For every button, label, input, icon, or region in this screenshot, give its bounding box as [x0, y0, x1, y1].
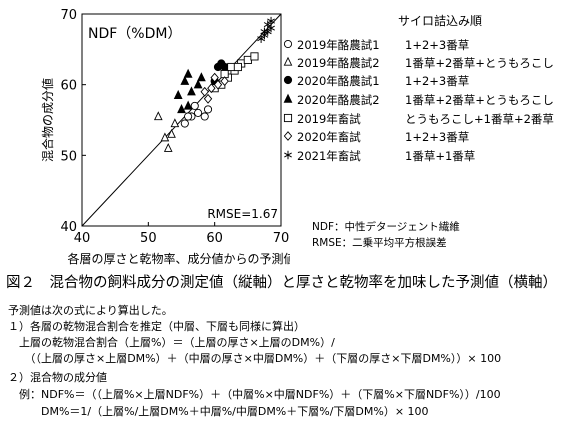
y-tick-label: 70	[60, 8, 77, 23]
legend-fill-order: 1番草+2番草+とうもろこし	[405, 56, 554, 70]
body-line-1: 予測値は次の式により算出した。	[8, 304, 173, 317]
legend-marker	[283, 56, 293, 66]
x-tick-label: 40	[74, 231, 91, 246]
figure-caption: 図２ 混合物の飼料成分の測定値（縦軸）と厚さと乾物率を加味した予測値（横軸）	[6, 275, 557, 291]
y-tick-label: 60	[60, 79, 77, 94]
data-point-open-circle	[200, 112, 209, 121]
data-point-asterisk	[267, 23, 275, 33]
data-point-asterisk	[260, 27, 269, 36]
legend-title: サイロ詰込み順	[398, 14, 483, 28]
data-point-open-diamond	[203, 93, 213, 104]
legend-item: 2021年畜試 1番草+1番草	[282, 148, 475, 165]
data-point-open-circle	[194, 108, 203, 117]
data-point-open-square	[250, 52, 259, 61]
data-point-filled-triangle	[187, 86, 196, 96]
legend-item: 2019年酪農試2 1番草+2番草+とうもろこし	[282, 55, 554, 72]
data-point-asterisk	[257, 34, 266, 43]
figure: 40 50 60 70 40 50 60 70 各層の厚さと乾物率、成分値からの予測値 混合物の成…	[40, 8, 554, 266]
legend-fill-order: とうもろこし+1番草+2番草	[405, 112, 554, 126]
scatter-plot: 40 50 60 70 40 50 60 70 各層の厚さと乾物率、成分値からの予測値 混合物の成…	[40, 8, 290, 266]
data-point-open-diamond	[207, 83, 216, 94]
x-tick-label: 70	[273, 231, 290, 246]
legend-item: 2019年畜試 とうもろこし+1番草+2番草	[282, 111, 554, 128]
data-point-open-circle	[203, 105, 213, 114]
legend-item: 2019年酪農試1 1+2+3番草	[282, 37, 469, 54]
legend-fill-order: 1番草+1番草	[405, 149, 476, 163]
legend-marker-open-diamond	[283, 131, 293, 141]
legend-marker	[283, 131, 293, 141]
data-point-filled-triangle	[173, 89, 183, 99]
body-line-6: 例：NDF%＝（（上層%×上層NDF%）＋（中層%×中層NDF%）＋（下層%×下…	[8, 388, 501, 401]
plot-frame	[81, 13, 282, 227]
body-line-5: ２）混合物の成分値	[8, 371, 107, 384]
data-point-filled-triangle	[183, 100, 193, 110]
legend-series-name: 2019年酪農試1	[297, 38, 380, 52]
legend-marker	[283, 93, 293, 103]
legend-item: 2020年酪農試2 1番草+2番草+とうもろこし	[282, 92, 554, 109]
legend-series-name: 2020年酪農試1	[297, 74, 380, 88]
data-point-asterisk	[263, 20, 272, 29]
data-point-open-triangle	[167, 128, 176, 138]
note-rmse: RMSE：二乗平均平方根誤差	[312, 237, 447, 249]
legend-marker-open-circle	[283, 39, 293, 49]
data-point-open-diamond	[213, 79, 223, 90]
data-point-filled-circle	[220, 62, 229, 72]
body-line-2: １）各層の乾物混合割合を推定（中層、下層も同様に算出）	[8, 320, 305, 333]
legend-item: 2020年酪農試1 1+2+3番草	[282, 73, 469, 90]
data-point-open-triangle	[170, 118, 180, 128]
data-point-open-circle	[180, 119, 189, 128]
data-point-open-diamond	[220, 76, 229, 87]
reference-line	[81, 13, 282, 227]
legend-marker	[283, 75, 293, 85]
legend-fill-order: 1+2+3番草	[405, 74, 470, 88]
y-axis-label: 混合物の成分値	[40, 78, 55, 162]
data-point-filled-triangle	[183, 68, 193, 78]
y-tick-label: 50	[60, 149, 77, 164]
data-point-open-triangle	[153, 111, 163, 121]
y-tick-label: 40	[60, 220, 77, 235]
data-point-open-square	[227, 62, 236, 72]
data-point-open-circle	[184, 112, 193, 121]
data-point-open-triangle	[160, 132, 170, 142]
data-point-filled-triangle	[193, 79, 203, 89]
rmse-annotation: RMSE=1.67	[207, 207, 278, 221]
legend-marker-open-triangle	[283, 56, 293, 66]
data-point-open-diamond	[210, 72, 219, 83]
legend-marker	[283, 39, 293, 49]
x-tick-label: 50	[140, 231, 157, 246]
legend-fill-order: 1番草+2番草+とうもろこし	[405, 93, 554, 107]
x-tick-label: 60	[206, 231, 223, 246]
legend-marker-filled-circle	[283, 75, 293, 85]
legend-marker	[284, 150, 292, 160]
legend-fill-order: 1+2+3番草	[405, 38, 470, 52]
legend-series-name: 2021年畜試	[297, 149, 361, 163]
legend-series-name: 2019年酪農試2	[297, 56, 380, 70]
chart-title: NDF（%DM）	[88, 26, 181, 42]
data-point-open-diamond	[200, 86, 209, 97]
legend-series-name: 2020年酪農試2	[297, 93, 380, 107]
legend-marker-asterisk	[284, 150, 292, 160]
legend-marker-filled-triangle	[283, 93, 293, 103]
data-point-open-square	[233, 62, 242, 72]
data-point-open-circle	[190, 101, 199, 110]
legend-item: 2020年畜試 1+2+3番草	[282, 129, 469, 146]
data-point-open-triangle	[163, 143, 173, 152]
legend-marker-open-square	[283, 113, 293, 123]
legend-series-name: 2019年畜試	[297, 112, 361, 126]
x-axis-label: 各層の厚さと乾物率、成分値からの予測値	[67, 251, 290, 266]
data-point-asterisk	[263, 27, 272, 36]
data-point-filled-triangle	[180, 75, 190, 85]
body-line-4: （（上層の厚さ×上層DM%）＋（中層の厚さ×中層DM%）＋（下層の厚さ×下層DM…	[8, 352, 502, 365]
data-point-open-square	[243, 55, 252, 64]
data-point-filled-triangle	[197, 72, 206, 82]
legend-series-name: 2020年畜試	[297, 130, 361, 144]
data-point-filled-triangle	[177, 104, 186, 114]
legend-marker	[283, 113, 293, 123]
legend-fill-order: 1+2+3番草	[405, 130, 470, 144]
data-point-asterisk	[267, 16, 275, 26]
body-line-3: 上層の乾物混合割合（上層%）＝（上層の厚さ×上層のDM%）/	[8, 336, 335, 349]
body-line-7: DM%＝1/（上層%/上層DM%＋中層%/中層DM%＋下層%/下層DM%）× 1…	[8, 405, 429, 418]
note-ndf: NDF：中性デタージェント繊維	[312, 221, 460, 233]
